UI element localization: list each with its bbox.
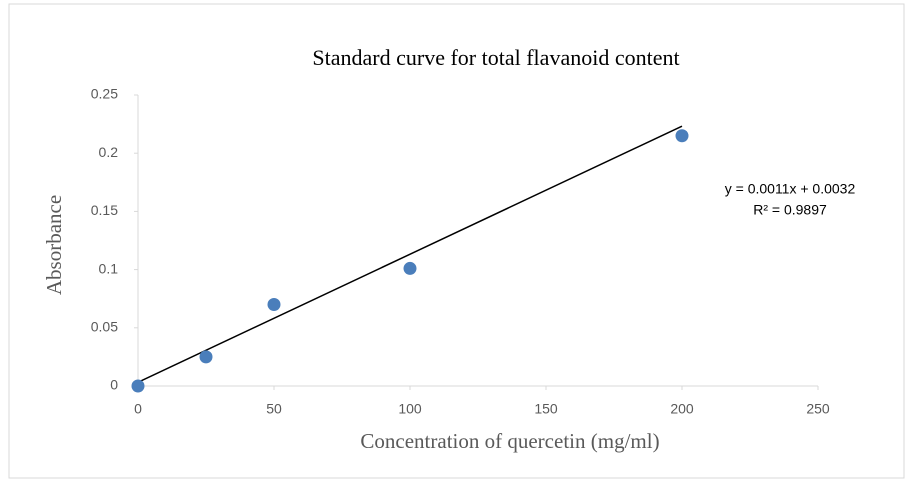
x-tick-label: 200	[670, 401, 694, 417]
y-tick-label: 0.25	[91, 86, 118, 102]
x-tick-label: 50	[266, 401, 282, 417]
chart-frame	[8, 3, 905, 479]
y-tick-label: 0.2	[99, 144, 119, 160]
x-tick-label: 250	[806, 401, 830, 417]
annotation: y = 0.0011x + 0.0032	[725, 181, 856, 197]
x-tick-label: 100	[398, 401, 422, 417]
trendline	[137, 125, 683, 383]
y-tick-label: 0.1	[99, 260, 119, 276]
y-axis-label: Absorbance	[42, 195, 66, 295]
y-tick-label: 0.05	[91, 319, 118, 335]
y-tick-label: 0.15	[91, 202, 118, 218]
data-point	[403, 261, 417, 275]
x-tick-label: 150	[534, 401, 558, 417]
data-point	[199, 350, 213, 364]
x-axis-label: Concentration of quercetin (mg/ml)	[360, 429, 659, 453]
x-tick-label: 0	[134, 401, 142, 417]
data-point	[675, 129, 689, 143]
data-point	[267, 298, 281, 312]
chart-title: Standard curve for total flavanoid conte…	[312, 45, 679, 70]
data-point	[131, 379, 145, 393]
annotation: R² = 0.9897	[753, 202, 827, 218]
y-tick-label: 0	[110, 377, 118, 393]
